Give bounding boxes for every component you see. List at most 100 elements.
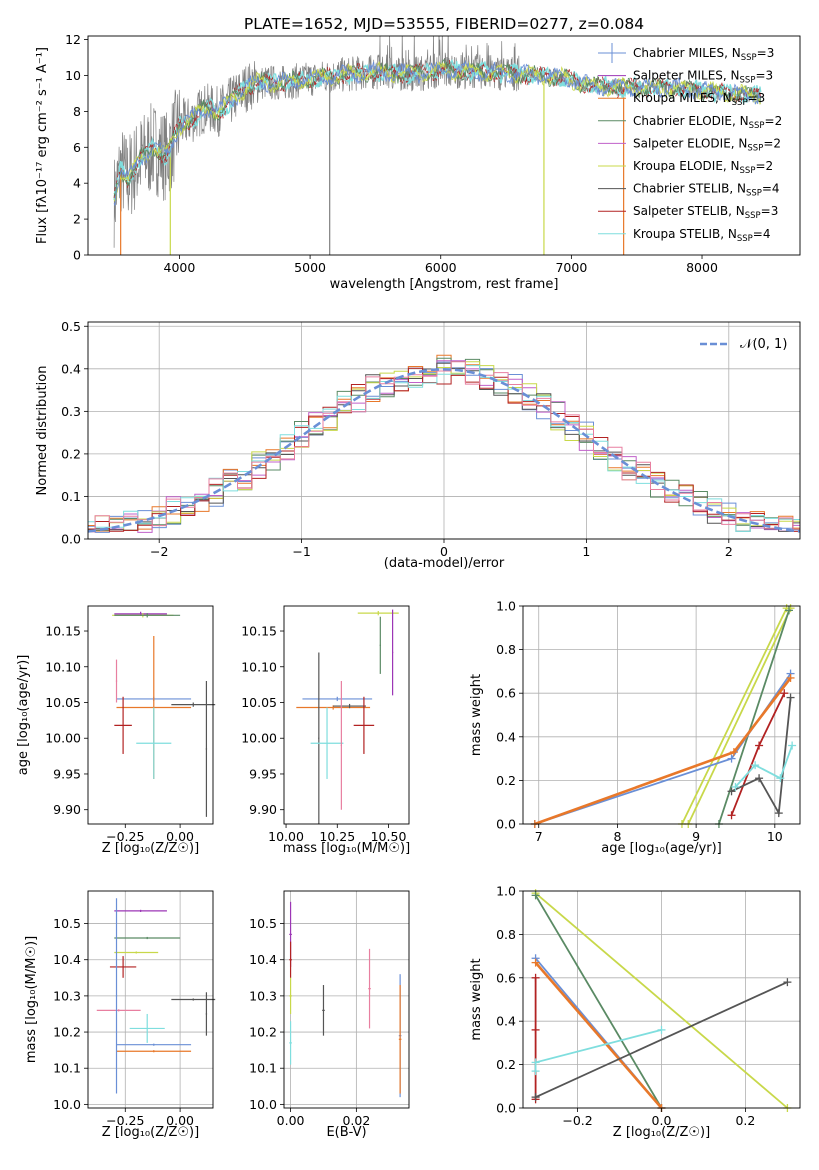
cumulative-weight-line bbox=[687, 607, 792, 825]
mass-weight-panel: −0.2 0.0 0.2 0.0 0.2 0.4 0.6 0.8 1.0 Z [log₁₀(Z/Z… bbox=[469, 884, 801, 1140]
y-axis-label: mass weight bbox=[469, 674, 484, 756]
axes-frame bbox=[87, 605, 214, 825]
y-tick-label: 0 bbox=[73, 248, 81, 263]
model-spectrum bbox=[113, 59, 762, 206]
mass-weight-panel: 7 8 9 10 0.0 0.2 0.4 0.6 0.8 1.0 age [log₁₀(age/yr… bbox=[469, 599, 801, 856]
errorbar-panel: 10.00 10.25 10.50 9.90 9.95 10.00 10.05 10.10 10… bbox=[241, 605, 410, 856]
spectrum-lines bbox=[113, 36, 762, 255]
x-axis-label: wavelength [Angstrom, rest frame] bbox=[330, 277, 559, 292]
legend-suffix: =3 bbox=[755, 69, 773, 83]
errorbar-panel: −0.25 0.00 9.90 9.95 10.00 10.05 10.10 10.15 Z [… bbox=[16, 605, 216, 856]
y-tick-label: 10.0 bbox=[53, 1097, 81, 1112]
x-tick-label: −0.2 bbox=[562, 1113, 592, 1128]
x-tick-label: 10.50 bbox=[371, 829, 407, 844]
x-tick-label: −0.25 bbox=[106, 829, 144, 844]
legend-subscript: SSP bbox=[747, 143, 763, 153]
y-axis-label: mass [log₁₀(M/M☉)] bbox=[24, 936, 39, 1063]
y-tick-label: 9.90 bbox=[249, 802, 277, 817]
legend-subscript: SSP bbox=[746, 189, 762, 199]
y-tick-label: 0.2 bbox=[61, 446, 81, 461]
legend-label: Kroupa STELIB, NSSP=4 bbox=[633, 227, 771, 244]
x-axis-label: Z [log₁₀(Z/Z☉)] bbox=[102, 1125, 199, 1140]
x-tick-label: 9 bbox=[692, 829, 700, 844]
y-tick-label: 10.2 bbox=[249, 1025, 277, 1040]
y-tick-label: 10.4 bbox=[249, 952, 277, 967]
x-tick-label: 0 bbox=[440, 544, 448, 559]
errorbar-panel: −0.25 0.00 10.0 10.1 10.2 10.3 10.4 10.5 Z [log₁… bbox=[24, 890, 216, 1140]
x-tick-label: 5000 bbox=[294, 260, 326, 275]
x-axis-label: Z [log₁₀(Z/Z☉)] bbox=[613, 1125, 710, 1140]
legend-suffix: =2 bbox=[763, 136, 781, 150]
x-tick-label: 10 bbox=[767, 829, 783, 844]
axes-frame bbox=[522, 605, 801, 825]
y-tick-label: 10.1 bbox=[249, 1061, 277, 1076]
y-tick-label: 0.6 bbox=[496, 686, 516, 701]
figure-title: PLATE=1652, MJD=53555, FIBERID=0277, z=0… bbox=[244, 15, 644, 33]
legend-subscript: SSP bbox=[737, 234, 753, 244]
y-tick-label: 12 bbox=[65, 32, 81, 47]
legend-suffix: =3 bbox=[748, 91, 766, 105]
axes-frame bbox=[283, 890, 410, 1109]
x-tick-label: 8 bbox=[613, 829, 621, 844]
x-tick-label: 1 bbox=[582, 544, 590, 559]
legend-suffix: =4 bbox=[762, 182, 780, 196]
y-tick-label: 10.3 bbox=[53, 988, 81, 1003]
y-tick-label: 0.2 bbox=[496, 773, 516, 788]
histogram-group bbox=[88, 354, 800, 533]
x-tick-label: −1 bbox=[292, 544, 310, 559]
legend-suffix: =4 bbox=[753, 227, 771, 241]
x-tick-label: 2 bbox=[725, 544, 733, 559]
cumulative-weight-line bbox=[718, 610, 790, 825]
legend-subscript: SSP bbox=[745, 211, 761, 221]
legend-suffix: =2 bbox=[765, 114, 783, 128]
y-tick-label: 10.10 bbox=[45, 659, 81, 674]
y-tick-label: 2 bbox=[73, 212, 81, 227]
y-tick-label: 0.1 bbox=[61, 489, 81, 504]
legend-suffix: =2 bbox=[755, 159, 773, 173]
y-tick-label: 10.2 bbox=[53, 1025, 81, 1040]
legend-subscript: SSP bbox=[740, 76, 756, 86]
legend-subscript: SSP bbox=[749, 121, 765, 131]
x-tick-label: 4000 bbox=[164, 260, 196, 275]
x-tick-label: 10.25 bbox=[319, 829, 355, 844]
y-tick-label: 4 bbox=[73, 176, 81, 191]
x-tick-label: 0.00 bbox=[166, 829, 194, 844]
model-spectrum bbox=[113, 60, 762, 199]
y-tick-label: 10.3 bbox=[249, 988, 277, 1003]
x-axis-label: mass [log₁₀(M/M☉)] bbox=[283, 841, 410, 856]
x-tick-label: 0.2 bbox=[735, 1113, 755, 1128]
y-tick-label: 10.4 bbox=[53, 952, 81, 967]
legend-label: Chabrier ELODIE, NSSP=2 bbox=[633, 114, 782, 131]
cumulative-weight-line bbox=[681, 607, 788, 825]
y-tick-label: 10.1 bbox=[53, 1061, 81, 1076]
y-tick-label: 0.6 bbox=[496, 970, 516, 985]
y-tick-label: 0.0 bbox=[61, 532, 81, 547]
errorbar-panel: 0.00 0.02 10.0 10.1 10.2 10.3 10.4 10.5 E(B-V) bbox=[249, 890, 410, 1140]
x-tick-label: 7 bbox=[535, 829, 543, 844]
cumulative-weight-line bbox=[535, 981, 788, 1099]
y-tick-label: 10.10 bbox=[241, 659, 277, 674]
y-axis-label: Flux [fλ10⁻¹⁷ erg cm⁻² s⁻¹ A⁻¹] bbox=[35, 47, 50, 244]
legend-suffix: =3 bbox=[761, 204, 779, 218]
legend-label: Kroupa ELODIE, NSSP=2 bbox=[633, 159, 773, 176]
axes-frame bbox=[283, 605, 410, 825]
y-tick-label: 0.5 bbox=[61, 319, 81, 334]
cumulative-weight-line bbox=[535, 892, 788, 1109]
legend-subscript: SSP bbox=[732, 98, 748, 108]
y-tick-label: 10.5 bbox=[249, 916, 277, 931]
y-tick-label: 1.0 bbox=[496, 884, 516, 899]
x-axis-label: age [log₁₀(age/yr)] bbox=[601, 841, 722, 856]
legend-suffix: =3 bbox=[757, 46, 775, 60]
y-tick-label: 9.95 bbox=[249, 766, 277, 781]
y-tick-label: 10.05 bbox=[241, 695, 277, 710]
cumulative-weight-line bbox=[534, 961, 663, 1109]
x-tick-label: 0.0 bbox=[652, 1113, 672, 1128]
legend-subscript: SSP bbox=[740, 166, 756, 176]
cumulative-weight-line bbox=[534, 894, 663, 1109]
x-tick-label: 7000 bbox=[555, 260, 587, 275]
legend-label: Salpeter ELODIE, NSSP=2 bbox=[633, 136, 781, 153]
cumulative-weight-line bbox=[734, 745, 793, 788]
y-tick-label: 10.00 bbox=[45, 731, 81, 746]
y-tick-label: 10.05 bbox=[45, 695, 81, 710]
